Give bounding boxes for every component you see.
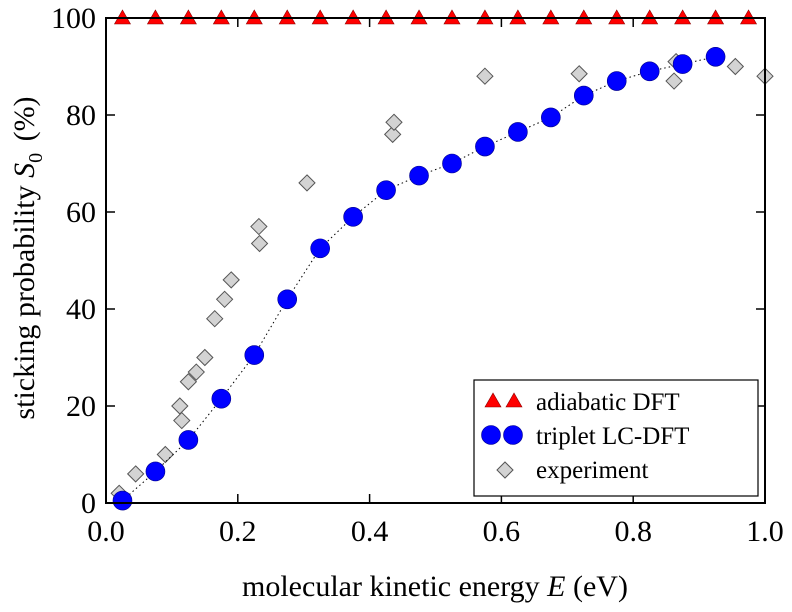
triplet-lc-dft-series — [112, 46, 726, 511]
experiment-point — [298, 174, 316, 192]
experiment-point — [179, 373, 198, 391]
triplet-lc-dft-point — [145, 461, 166, 482]
experiment-point — [250, 217, 268, 236]
x-tick-label: 0.0 — [87, 515, 125, 548]
triplet-lc-dft-point — [277, 289, 298, 310]
y-axis-label: sticking probability S0 (%) — [8, 96, 47, 419]
triplet-lc-dft-point — [541, 107, 561, 128]
experiment-point — [156, 445, 175, 464]
triplet-lc-dft-point — [508, 122, 528, 142]
experiment-point — [222, 271, 240, 289]
triplet-lc-dft-point — [211, 388, 232, 409]
y-tick-label: 0 — [81, 487, 96, 520]
legend-diamond — [496, 461, 514, 479]
experiment-point — [570, 65, 588, 83]
triplet-lc-dft-point — [705, 46, 726, 67]
legend-marker-adiabatic — [484, 392, 523, 408]
x-tick-label: 0.4 — [351, 515, 389, 548]
legend-triangle — [505, 392, 523, 408]
legend-marker-triplet — [481, 425, 523, 445]
y-tick-label: 100 — [51, 2, 96, 35]
triplet-lc-dft-point — [244, 345, 265, 365]
experiment-point — [187, 363, 205, 381]
x-tick-label: 0.2 — [219, 515, 257, 548]
triplet-lc-dft-point — [639, 61, 660, 82]
legend-circle — [503, 425, 523, 445]
experiment-series — [110, 52, 774, 503]
experiment-point — [215, 290, 234, 309]
x-tick-label: 0.6 — [483, 515, 521, 548]
experiment-point — [385, 113, 403, 131]
y-tick-label: 80 — [66, 99, 96, 132]
triplet-lc-dft-point — [343, 207, 363, 227]
y-tick-label: 40 — [66, 293, 96, 326]
experiment-point — [665, 72, 683, 90]
experiment-point — [476, 67, 494, 85]
plot-frame — [105, 17, 766, 504]
experiment-point — [171, 397, 189, 415]
legend-marker-experiment — [496, 461, 514, 479]
experiment-point — [726, 57, 745, 76]
triplet-lc-dft-point — [672, 54, 693, 74]
triplet-lc-dft-point — [606, 71, 627, 91]
legend-label-experiment: experiment — [536, 457, 649, 484]
y-tick-label: 20 — [66, 390, 96, 423]
experiment-point — [126, 465, 145, 483]
x-axis-label: molecular kinetic energy E (eV) — [242, 570, 628, 603]
triplet-lc-dft-point — [310, 238, 330, 259]
triplet-lc-dft-point — [475, 136, 495, 157]
y-tick-label: 60 — [66, 196, 96, 229]
x-tick-label: 1.0 — [746, 515, 784, 548]
triplet-lc-dft-point — [178, 430, 199, 450]
triplet-lc-dft-point — [573, 85, 594, 106]
experiment-point — [250, 234, 269, 253]
legend-triangle — [484, 392, 502, 408]
triplet-lc-dft-point — [409, 165, 429, 186]
experiment-point — [206, 309, 224, 328]
experiment-point — [173, 411, 191, 430]
legend-label-triplet: triplet LC-DFT — [536, 423, 689, 450]
y-axis-ticks: 0 20 40 60 80 100 — [51, 2, 765, 520]
experiment-point — [383, 125, 402, 144]
experiment-point — [196, 348, 214, 367]
legend-label-adiabatic: adiabatic DFT — [536, 389, 680, 416]
triplet-lc-dft-point — [112, 490, 133, 511]
legend: adiabatic DFT triplet LC-DFT experiment — [473, 379, 759, 497]
legend-circle — [481, 425, 501, 445]
triplet-lc-dft-point — [376, 180, 396, 200]
x-tick-label: 0.8 — [614, 515, 652, 548]
triplet-lc-dft-point — [442, 153, 462, 174]
